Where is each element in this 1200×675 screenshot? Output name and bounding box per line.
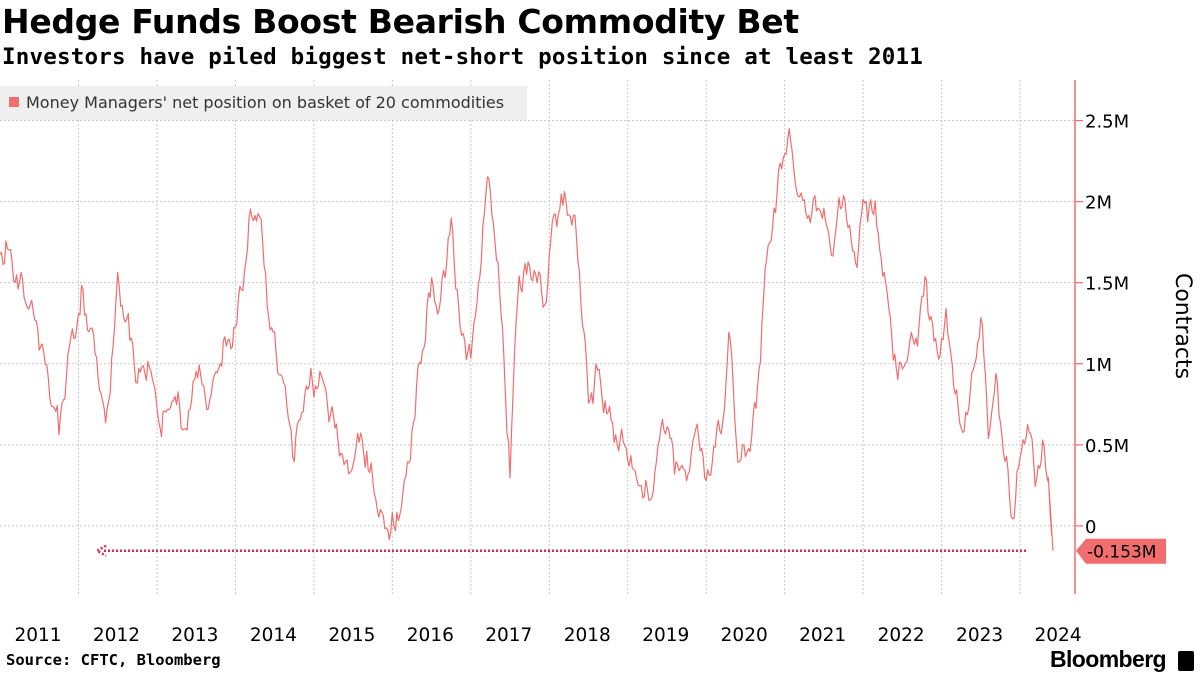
y-tick-label: 2M bbox=[1085, 193, 1112, 214]
x-tick-label: 2022 bbox=[878, 625, 925, 646]
chart-subtitle: Investors have piled biggest net-short p… bbox=[2, 44, 923, 70]
y-tick-label: 1M bbox=[1085, 355, 1112, 376]
legend-swatch bbox=[9, 97, 19, 107]
x-tick-label: 2021 bbox=[799, 625, 846, 646]
x-tick-label: 2016 bbox=[407, 625, 454, 646]
callout-background bbox=[1076, 538, 1166, 564]
series-layer bbox=[0, 128, 1054, 551]
callout-label: -0.153M bbox=[1087, 543, 1156, 563]
x-tick-label: 2011 bbox=[14, 625, 61, 646]
y-axis-title: Contracts bbox=[1170, 273, 1195, 379]
x-tick-label: 2023 bbox=[956, 625, 1003, 646]
x-tick-label: 2020 bbox=[721, 625, 768, 646]
series-line bbox=[0, 128, 1054, 551]
y-axis-label: Contracts bbox=[1170, 273, 1195, 379]
x-tick-label: 2015 bbox=[328, 625, 375, 646]
grid-lines bbox=[0, 80, 1075, 594]
last-value-callout: -0.153M bbox=[1076, 538, 1166, 564]
x-tick-label: 2014 bbox=[250, 625, 297, 646]
y-tick-label: 2.5M bbox=[1085, 112, 1129, 133]
x-tick-label: 2024 bbox=[1035, 625, 1082, 646]
bloomberg-logo: Bloomberg bbox=[1050, 646, 1167, 672]
x-tick-label: 2019 bbox=[642, 625, 689, 646]
x-tick-label: 2017 bbox=[485, 625, 532, 646]
chart-title: Hedge Funds Boost Bearish Commodity Bet bbox=[2, 2, 799, 41]
legend-label: Money Managers' net position on basket o… bbox=[26, 93, 504, 112]
bloomberg-badge-icon bbox=[1178, 651, 1194, 671]
y-axis: 0 0.5M 1M 1.5M 2M 2.5M bbox=[1074, 80, 1129, 594]
x-tick-label: 2013 bbox=[171, 625, 218, 646]
x-tick-label: 2018 bbox=[564, 625, 611, 646]
legend: Money Managers' net position on basket o… bbox=[0, 86, 527, 120]
x-axis: 2011 2012 2013 2014 2015 2016 2017 2018 2019 2020… bbox=[14, 625, 1081, 646]
arrow-annotation bbox=[94, 544, 1028, 557]
source-note: Source: CFTC, Bloomberg bbox=[6, 651, 221, 669]
y-tick-label: 0 bbox=[1085, 517, 1096, 538]
arrow-head bbox=[94, 544, 107, 557]
legend-background bbox=[0, 86, 527, 120]
x-tick-label: 2012 bbox=[93, 625, 140, 646]
y-tick-label: 0.5M bbox=[1085, 436, 1129, 457]
y-tick-label: 1.5M bbox=[1085, 274, 1129, 295]
